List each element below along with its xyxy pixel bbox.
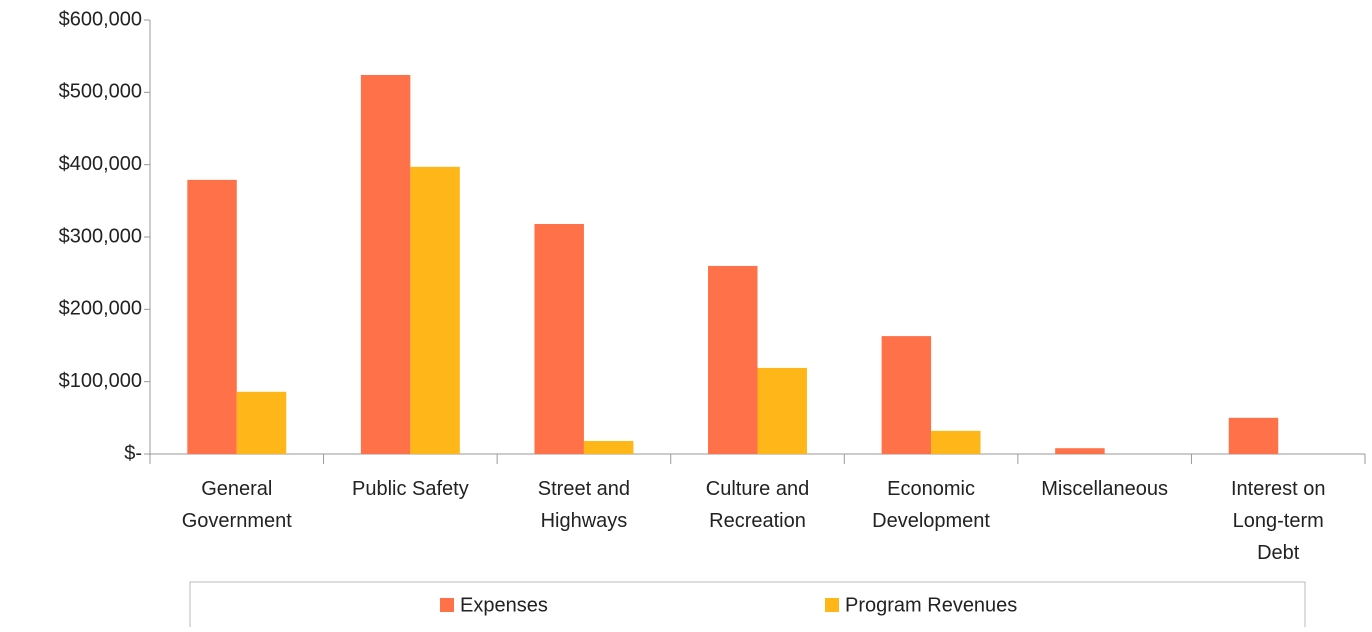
x-tick-label: General Government <box>182 478 292 532</box>
y-tick-label: $400,000 <box>59 153 142 175</box>
legend-label: Expenses <box>460 594 548 616</box>
y-tick-label: $300,000 <box>59 225 142 247</box>
bar <box>1228 417 1279 454</box>
bar <box>881 336 932 454</box>
bar <box>187 179 237 454</box>
bar <box>360 74 411 455</box>
legend-label: Program Revenues <box>845 594 1017 616</box>
bar <box>583 440 634 454</box>
y-tick-label: $500,000 <box>59 81 142 103</box>
x-tick-label: Interest on Long-term Debt <box>1231 478 1326 564</box>
x-tick-label: Culture and Recreation <box>706 478 809 532</box>
bar <box>534 223 584 454</box>
bar <box>708 265 758 454</box>
bar <box>410 166 460 454</box>
y-tick-label: $100,000 <box>59 370 142 392</box>
legend-swatch <box>825 598 839 612</box>
x-tick-label: Miscellaneous <box>1041 478 1168 500</box>
bar <box>931 430 981 454</box>
bar <box>236 391 287 454</box>
x-tick-label: Public Safety <box>352 478 469 500</box>
bar <box>757 367 807 454</box>
y-tick-label: $600,000 <box>59 8 142 30</box>
y-tick-label: $- <box>124 442 142 464</box>
legend-box <box>189 581 1306 632</box>
legend-swatch <box>440 598 454 612</box>
y-tick-label: $200,000 <box>59 298 142 320</box>
x-tick-label: Economic Development <box>872 478 990 532</box>
x-tick-label: Street and Highways <box>538 478 630 532</box>
bar <box>1055 448 1105 454</box>
